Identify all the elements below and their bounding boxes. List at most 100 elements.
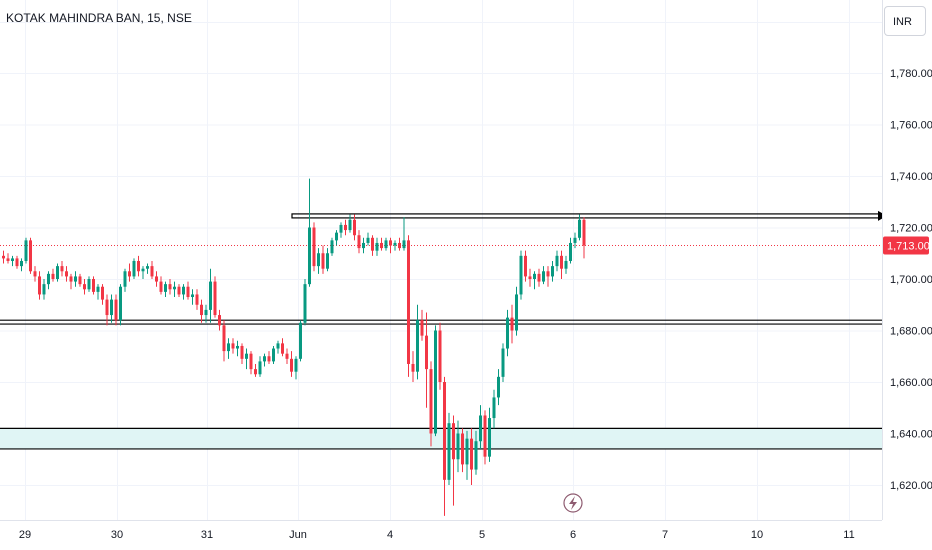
candle-body (177, 286, 181, 295)
candle (555, 250, 559, 272)
candle (15, 255, 19, 269)
candle-body (321, 253, 325, 269)
candle (231, 338, 235, 354)
candle (380, 237, 383, 251)
candle-body (483, 415, 487, 457)
time-tick-label: 5 (479, 529, 485, 541)
candle-body (551, 266, 554, 277)
candle (51, 268, 55, 282)
candle (65, 266, 68, 282)
candle-body (146, 266, 149, 269)
candle (191, 289, 194, 305)
candle-body (470, 438, 473, 470)
candle-body (303, 284, 307, 323)
candle (137, 255, 140, 277)
candle-body (132, 260, 136, 277)
candle-body (159, 281, 163, 292)
candle-body (119, 286, 122, 321)
candle-body (254, 369, 257, 375)
candle (294, 356, 298, 380)
candle (393, 240, 397, 251)
candle-body (357, 235, 361, 249)
candle-body (443, 382, 446, 480)
price-tick-label: 1,780.00 (890, 68, 932, 80)
candle (510, 304, 514, 344)
candle-body (20, 260, 23, 267)
candle (20, 258, 23, 272)
candle (497, 369, 500, 406)
time-tick-label: 29 (19, 529, 31, 541)
candle-body (497, 376, 500, 398)
candle-body (353, 219, 356, 236)
candle-body (65, 271, 68, 277)
candle (474, 430, 478, 475)
candle-body (6, 258, 10, 261)
candle (299, 320, 302, 362)
candle (443, 376, 446, 516)
time-axis-background[interactable] (0, 520, 882, 550)
candle (87, 276, 91, 292)
candle (564, 255, 568, 274)
candle-body (137, 260, 140, 272)
candle-body (371, 237, 374, 251)
candle (60, 260, 64, 277)
support-zone[interactable] (0, 428, 882, 449)
candle-body (308, 227, 311, 285)
candle (285, 348, 289, 364)
candle (506, 309, 509, 357)
candle-body (434, 330, 437, 434)
price-tick-label: 1,740.00 (890, 171, 932, 183)
candle-body (276, 343, 280, 349)
candle-body (164, 284, 167, 292)
candle-body (213, 281, 217, 316)
candle-body (488, 418, 491, 457)
currency-button[interactable]: INR (884, 6, 926, 36)
candle-body (78, 276, 82, 285)
candle-body (501, 348, 505, 377)
candle-body (564, 260, 568, 269)
candle (222, 320, 226, 362)
candle-body (510, 317, 514, 331)
candle (389, 237, 392, 254)
candle (24, 237, 28, 264)
candle-body (380, 242, 383, 249)
chart-drawings[interactable] (0, 210, 887, 450)
candle (560, 250, 563, 279)
candle-body (123, 271, 127, 287)
candle (254, 363, 257, 377)
candle-body (24, 240, 28, 261)
candle-body (38, 276, 41, 295)
candle (281, 338, 284, 357)
candle-body (452, 423, 455, 460)
candle (515, 286, 518, 336)
price-tick-label: 1,680.00 (890, 326, 932, 338)
time-tick-label: 11 (843, 529, 854, 541)
candle (452, 415, 455, 506)
candle-body (375, 242, 379, 251)
candle (582, 217, 586, 259)
candle (105, 294, 109, 326)
lightning-bolt-icon[interactable] (563, 493, 583, 513)
symbol-title[interactable]: KOTAK MAHINDRA BAN, 15, NSE (6, 11, 192, 25)
candle (488, 407, 491, 462)
candle (384, 237, 388, 251)
candle-body (222, 325, 226, 352)
candle (542, 266, 545, 285)
candle (303, 279, 307, 326)
candle-body (51, 273, 55, 279)
candle (209, 268, 212, 323)
candlesticks (2, 178, 586, 516)
time-tick-label: 6 (570, 529, 576, 541)
candle (371, 235, 374, 256)
candle (195, 289, 199, 310)
horizontal-ray[interactable] (291, 213, 881, 219)
candle (551, 260, 554, 282)
candle-body (339, 224, 343, 233)
candle-body (209, 281, 212, 310)
candle-body (92, 279, 95, 292)
candle-body (366, 237, 370, 243)
price-axis-background[interactable] (882, 0, 932, 550)
candle (429, 361, 433, 447)
candle (353, 214, 356, 241)
